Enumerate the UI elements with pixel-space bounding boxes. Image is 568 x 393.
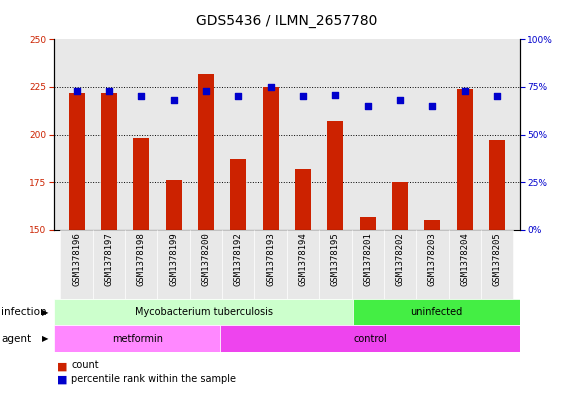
Bar	[198, 73, 214, 230]
Bar	[481, 230, 513, 299]
Bar	[392, 182, 408, 230]
Text: agent: agent	[1, 334, 31, 344]
Point	[266, 84, 275, 90]
Text: ▶: ▶	[42, 334, 48, 343]
Bar	[416, 230, 449, 299]
Bar	[352, 230, 384, 299]
Point	[428, 103, 437, 109]
Point	[234, 93, 243, 99]
Point	[492, 93, 502, 99]
Text: ■: ■	[57, 361, 67, 371]
Text: GSM1378193: GSM1378193	[266, 232, 275, 286]
Bar	[457, 89, 473, 230]
Bar	[424, 220, 440, 230]
Text: uninfected: uninfected	[411, 307, 463, 317]
Text: ■: ■	[57, 375, 67, 385]
Text: GSM1378196: GSM1378196	[72, 232, 81, 286]
Bar	[60, 230, 93, 299]
Bar	[54, 299, 353, 325]
Point	[363, 103, 372, 109]
Bar	[360, 217, 376, 230]
Text: control: control	[353, 334, 387, 344]
Bar	[220, 325, 520, 352]
Bar	[190, 230, 222, 299]
Bar	[69, 93, 85, 230]
Point	[331, 92, 340, 98]
Bar	[262, 87, 279, 230]
Point	[395, 97, 404, 103]
Bar	[230, 160, 247, 230]
Text: GSM1378203: GSM1378203	[428, 232, 437, 286]
Point	[169, 97, 178, 103]
Text: percentile rank within the sample: percentile rank within the sample	[71, 374, 236, 384]
Text: GDS5436 / ILMN_2657780: GDS5436 / ILMN_2657780	[196, 14, 378, 28]
Text: GSM1378202: GSM1378202	[395, 232, 404, 286]
Bar	[254, 230, 287, 299]
Bar	[54, 325, 220, 352]
Bar	[125, 230, 157, 299]
Text: GSM1378204: GSM1378204	[460, 232, 469, 286]
Bar	[133, 138, 149, 230]
Bar	[384, 230, 416, 299]
Point	[202, 88, 211, 94]
Text: GSM1378194: GSM1378194	[299, 232, 307, 286]
Bar	[319, 230, 352, 299]
Bar	[295, 169, 311, 230]
Text: ▶: ▶	[42, 308, 48, 316]
Bar	[101, 93, 117, 230]
Text: GSM1378198: GSM1378198	[137, 232, 146, 286]
Point	[137, 93, 146, 99]
Text: GSM1378199: GSM1378199	[169, 232, 178, 286]
Bar	[165, 180, 182, 230]
Point	[460, 88, 469, 94]
Bar	[327, 121, 344, 230]
Text: GSM1378192: GSM1378192	[234, 232, 243, 286]
Bar	[93, 230, 125, 299]
Bar	[353, 299, 520, 325]
Text: GSM1378200: GSM1378200	[202, 232, 211, 286]
Text: count: count	[71, 360, 99, 370]
Text: infection: infection	[1, 307, 47, 317]
Text: GSM1378197: GSM1378197	[105, 232, 114, 286]
Bar	[449, 230, 481, 299]
Point	[72, 88, 81, 94]
Text: GSM1378201: GSM1378201	[363, 232, 372, 286]
Bar	[222, 230, 254, 299]
Bar	[287, 230, 319, 299]
Point	[298, 93, 307, 99]
Bar	[157, 230, 190, 299]
Text: metformin: metformin	[112, 334, 162, 344]
Text: GSM1378195: GSM1378195	[331, 232, 340, 286]
Text: GSM1378205: GSM1378205	[492, 232, 502, 286]
Point	[105, 88, 114, 94]
Bar	[489, 140, 505, 230]
Text: Mycobacterium tuberculosis: Mycobacterium tuberculosis	[135, 307, 273, 317]
